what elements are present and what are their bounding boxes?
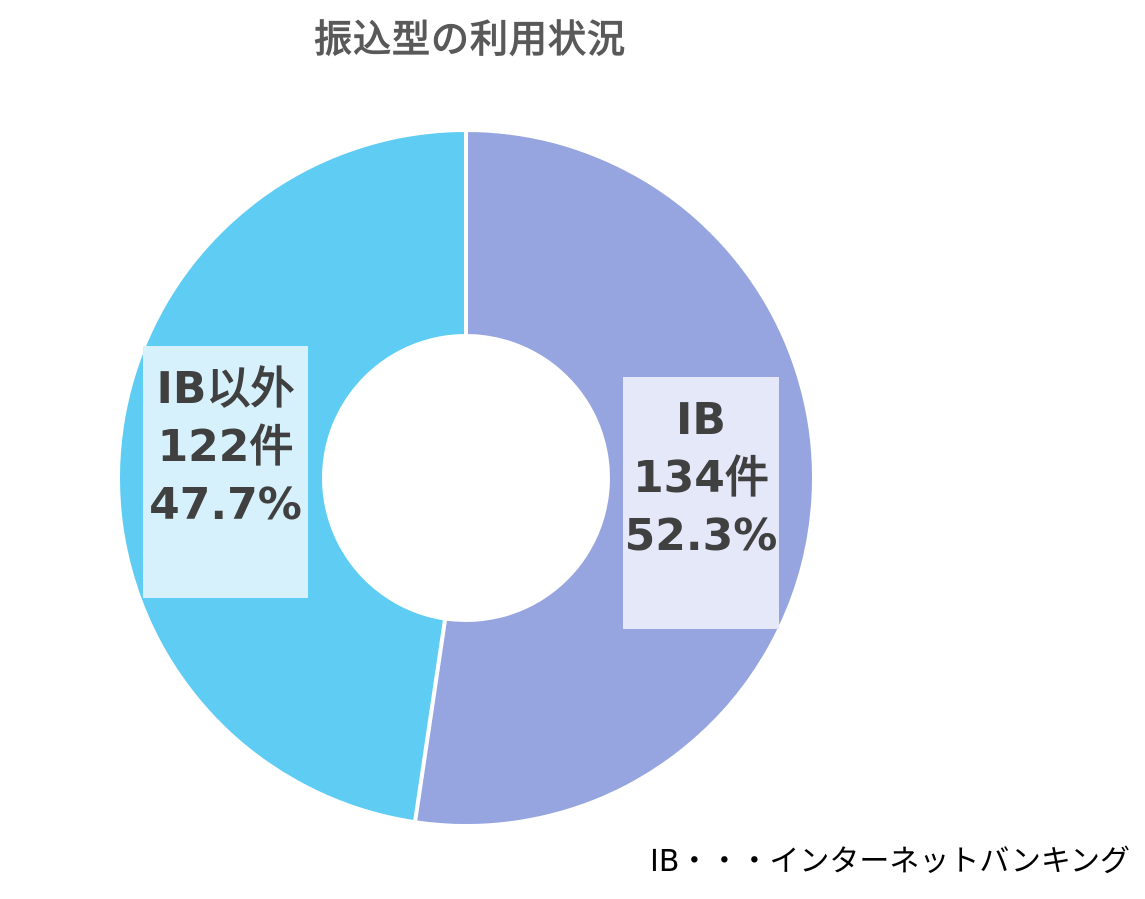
chart-title: 振込型の利用状況 [313, 17, 626, 61]
donut-slice-ib [412, 127, 816, 828]
slice-label-ib-other-name: IB以外 [156, 363, 295, 414]
slice-label-ib-percent: 52.3% [624, 510, 778, 561]
slice-label-ib-other-percent: 47.7% [149, 479, 302, 530]
slice-label-ib: IB 134件 52.3% [623, 377, 779, 629]
slice-label-ib-count: 134件 [633, 452, 769, 503]
slice-label-ib-other: IB以外 122件 47.7% [143, 346, 308, 598]
slice-label-ib-other-count: 122件 [157, 421, 294, 472]
slice-label-ib-name: IB [676, 394, 726, 445]
footnote: IB・・・インターネットバンキング [650, 844, 1131, 879]
